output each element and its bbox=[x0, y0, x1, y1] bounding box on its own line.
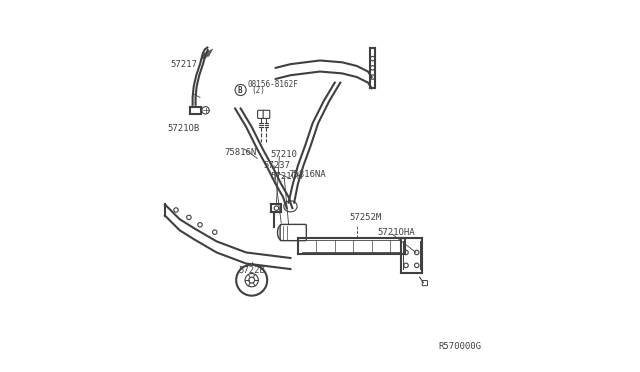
Text: 5721OB: 5721OB bbox=[168, 124, 200, 133]
Text: 5721OHA: 5721OHA bbox=[377, 228, 415, 237]
Text: 57252M: 57252M bbox=[349, 213, 382, 222]
Text: 57217: 57217 bbox=[170, 60, 197, 69]
FancyBboxPatch shape bbox=[422, 280, 428, 286]
FancyBboxPatch shape bbox=[280, 224, 307, 241]
FancyBboxPatch shape bbox=[263, 110, 270, 118]
Text: (2): (2) bbox=[252, 86, 265, 95]
Text: 75816NA: 75816NA bbox=[289, 170, 326, 179]
Text: 57237: 57237 bbox=[264, 161, 291, 170]
Text: 5721OH: 5721OH bbox=[270, 172, 303, 181]
Text: B: B bbox=[237, 86, 242, 94]
FancyBboxPatch shape bbox=[258, 110, 264, 118]
Text: 5722B: 5722B bbox=[239, 266, 266, 275]
Text: 57210: 57210 bbox=[270, 150, 297, 159]
Text: R570000G: R570000G bbox=[438, 342, 481, 351]
Text: 08156-8162F: 08156-8162F bbox=[247, 80, 298, 89]
Text: 75816N: 75816N bbox=[224, 148, 256, 157]
